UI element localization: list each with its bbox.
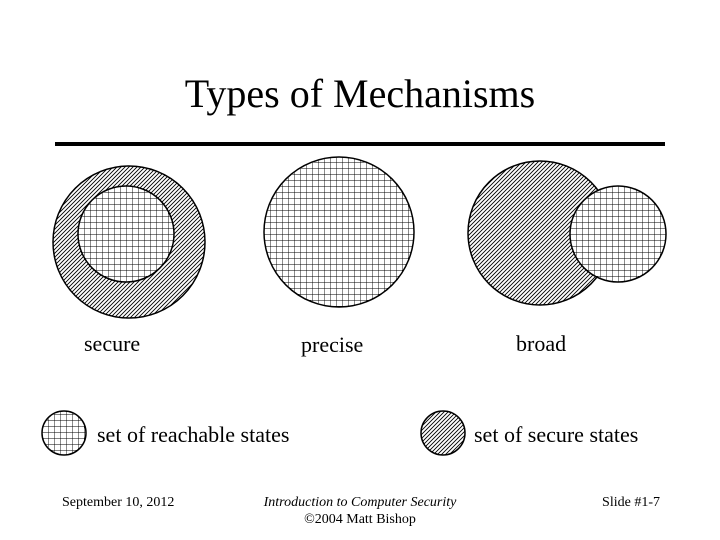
precise-coincident-circle [263, 156, 415, 308]
reachable-states-circle [77, 185, 175, 283]
secure-label: secure [84, 331, 141, 356]
footer-course-title: Introduction to Computer Security [263, 495, 457, 510]
reachable-legend-swatch [41, 410, 87, 456]
footer-credits: Introduction to Computer Security ©2004 … [230, 494, 490, 528]
title-divider [55, 142, 665, 146]
reachable-legend-label: set of reachable states [97, 422, 290, 447]
footer-copyright: ©2004 Matt Bishop [304, 512, 416, 527]
reachable-states-circle [569, 185, 667, 283]
secure-legend-swatch [420, 410, 466, 456]
secure-legend-label: set of secure states [474, 422, 639, 447]
precise-mechanism-figure [263, 156, 415, 308]
slide-number: Slide #1-7 [602, 495, 660, 510]
slide-title: Types of Mechanisms [184, 71, 536, 116]
precise-label: precise [301, 332, 364, 357]
secure-mechanism-figure [52, 165, 206, 319]
footer-date: September 10, 2012 [62, 495, 175, 510]
broad-mechanism-figure [467, 160, 667, 306]
broad-label: broad [516, 331, 567, 356]
